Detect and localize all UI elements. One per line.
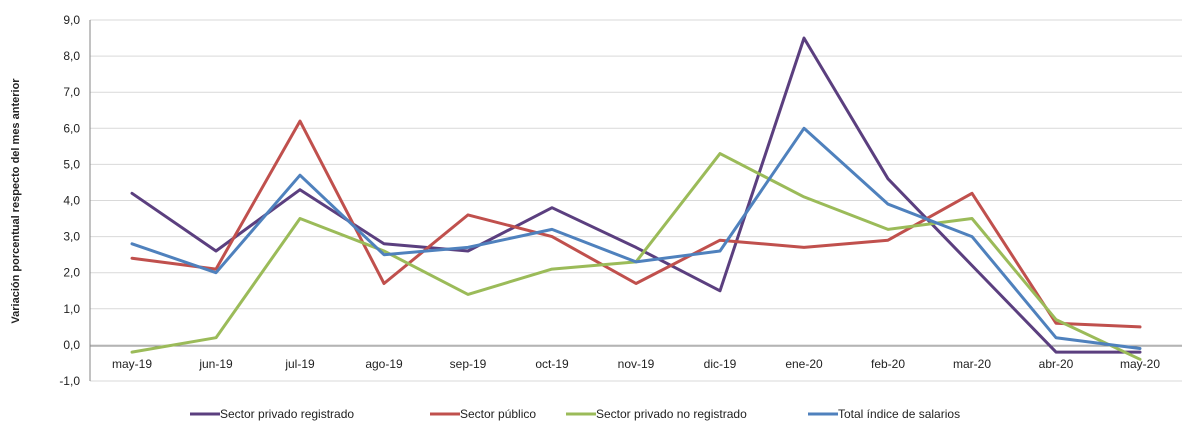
y-tick-label: 0,0 bbox=[63, 338, 80, 352]
y-axis-label: Variación porcentual respecto del mes an… bbox=[10, 78, 22, 324]
series-line-4 bbox=[130, 126, 1142, 350]
x-tick-label: nov-19 bbox=[618, 357, 655, 371]
x-tick-labels: may-19 jun-19 jul-19 ago-19 sep-19 oct-19 nov-… bbox=[112, 357, 1160, 371]
series-line-1 bbox=[130, 36, 1142, 354]
legend-label: Total índice de salarios bbox=[838, 407, 960, 421]
x-tick-label: may-19 bbox=[112, 357, 152, 371]
x-tick-label: abr-20 bbox=[1039, 357, 1074, 371]
x-tick-label: dic-19 bbox=[704, 357, 737, 371]
y-tick-label: 5,0 bbox=[63, 157, 80, 171]
x-tick-label: jul-19 bbox=[284, 357, 315, 371]
legend-label: Sector privado no registrado bbox=[596, 407, 747, 421]
legend: Sector privado registrado Sector público S… bbox=[190, 407, 960, 421]
x-tick-label: ago-19 bbox=[365, 357, 403, 371]
y-tick-label: 8,0 bbox=[63, 49, 80, 63]
y-tick-label: 7,0 bbox=[63, 85, 80, 99]
x-tick-label: oct-19 bbox=[535, 357, 569, 371]
legend-label: Sector privado registrado bbox=[220, 407, 354, 421]
y-tick-label: 2,0 bbox=[63, 266, 80, 280]
series-lines bbox=[130, 36, 1142, 361]
y-tick-label: 6,0 bbox=[63, 121, 80, 135]
gridlines bbox=[90, 19, 1182, 382]
legend-label: Sector público bbox=[460, 407, 536, 421]
x-tick-label: ene-20 bbox=[785, 357, 823, 371]
y-tick-label: -1,0 bbox=[59, 374, 80, 388]
y-tick-label: 1,0 bbox=[63, 302, 80, 316]
x-tick-label: sep-19 bbox=[450, 357, 487, 371]
x-tick-label: jun-19 bbox=[198, 357, 233, 371]
x-tick-label: feb-20 bbox=[871, 357, 905, 371]
y-tick-label: 3,0 bbox=[63, 230, 80, 244]
series-line-2 bbox=[130, 119, 1142, 329]
y-tick-label: 9,0 bbox=[63, 13, 80, 27]
y-tick-labels: -1,0 0,0 1,0 2,0 3,0 4,0 5,0 6,0 7,0 8,0 9,0 bbox=[59, 13, 80, 388]
axes bbox=[89, 20, 1182, 381]
x-tick-label: may-20 bbox=[1120, 357, 1160, 371]
x-tick-label: mar-20 bbox=[953, 357, 991, 371]
y-tick-label: 4,0 bbox=[63, 194, 80, 208]
